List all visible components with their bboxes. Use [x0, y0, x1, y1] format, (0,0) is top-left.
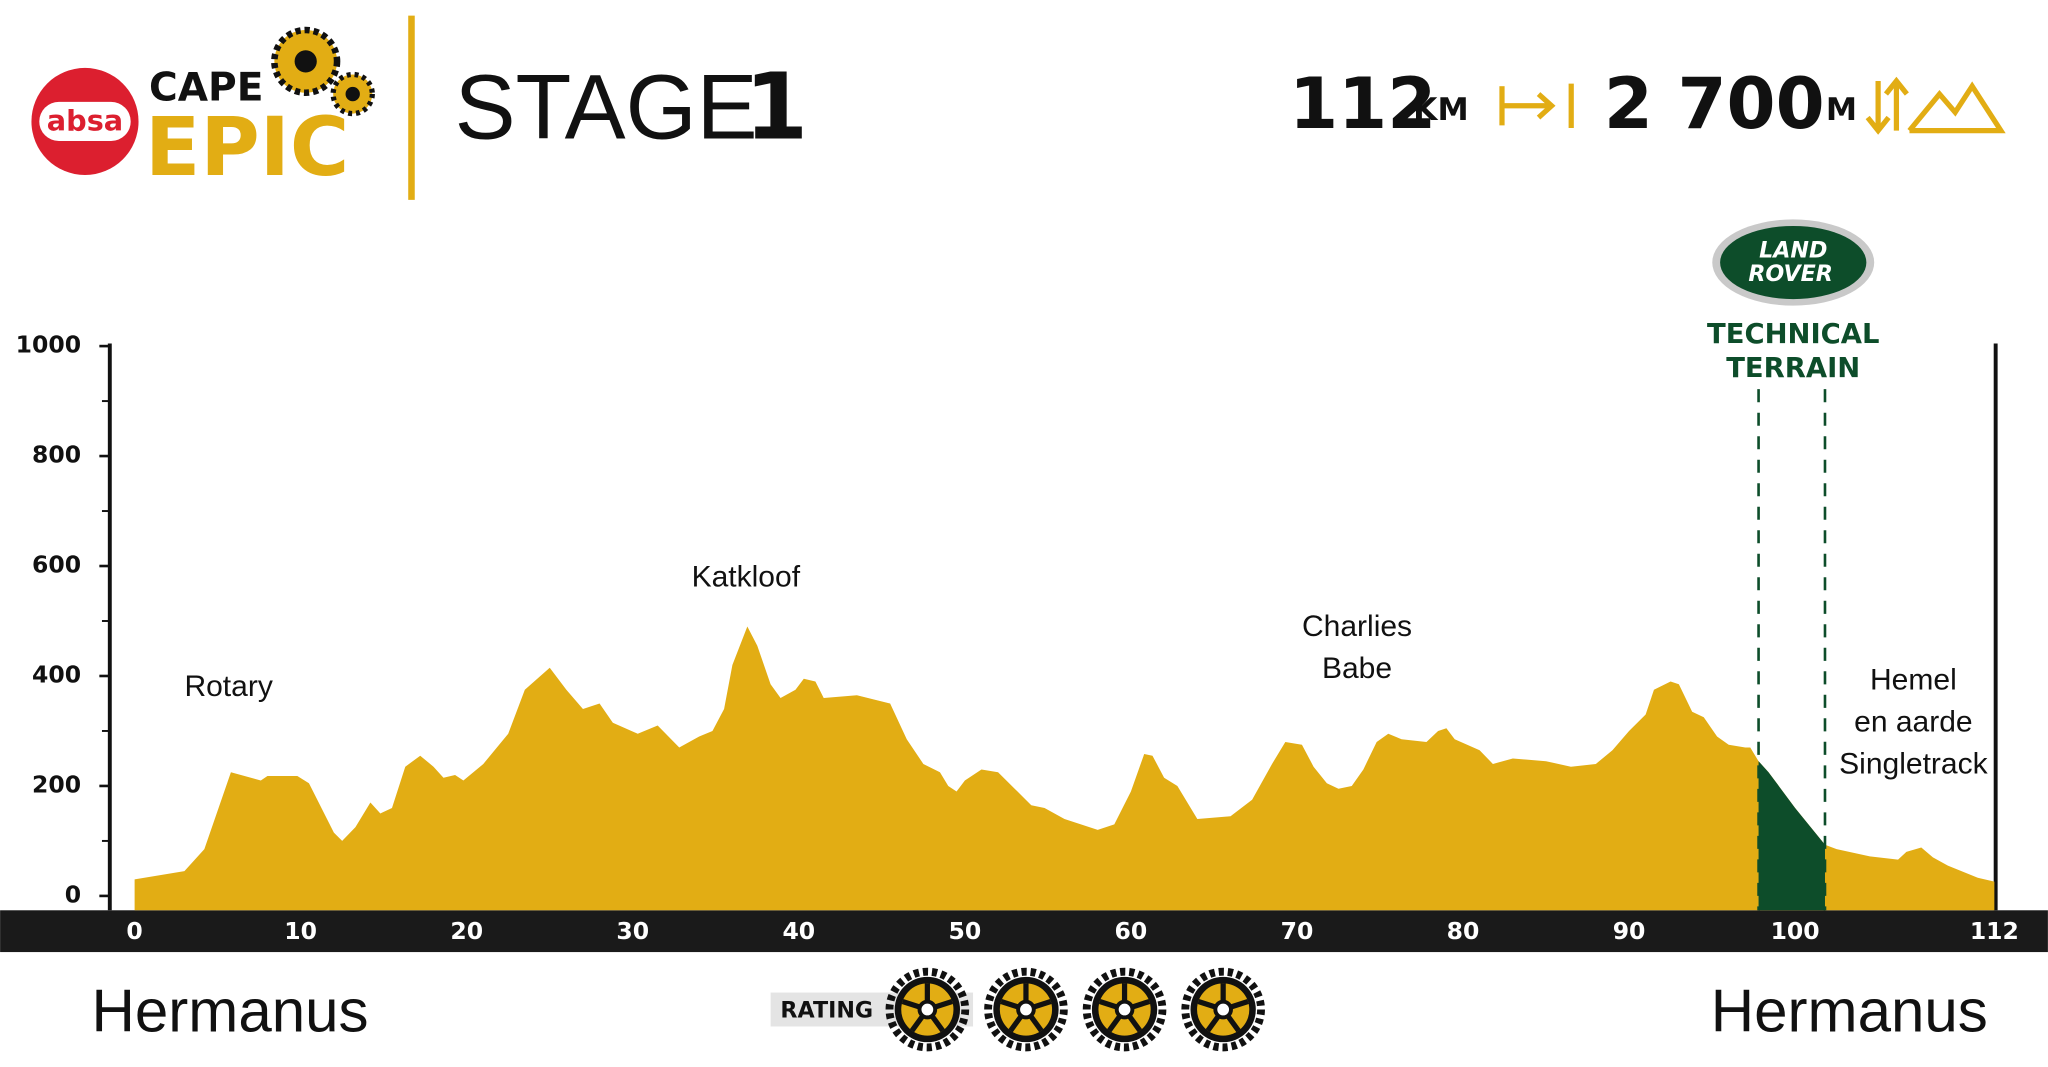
x-tick-label: 70 — [1281, 917, 1314, 945]
brand-bottom: EPIC — [145, 101, 349, 195]
y-tick-label: 800 — [32, 441, 81, 469]
climb-label: Hemel — [1870, 664, 1957, 697]
x-tick-label: 50 — [949, 917, 982, 945]
cog-teeth — [1082, 967, 1167, 1052]
distance-unit: KM — [1413, 92, 1468, 128]
x-axis-band — [0, 910, 2048, 953]
distance-icon — [1499, 83, 1574, 128]
cog-teeth — [984, 967, 1068, 1052]
rating-cog — [1181, 967, 1265, 1052]
climbing-unit: M — [1826, 92, 1857, 128]
x-tick-label: 112 — [1970, 917, 2019, 945]
x-tick-label: 60 — [1115, 917, 1148, 945]
rating-cog — [1082, 967, 1167, 1052]
stage-number: 1 — [745, 53, 809, 160]
technical-terrain-label: TECHNICAL — [1707, 319, 1879, 350]
gears — [271, 26, 375, 117]
cog-hub — [917, 999, 938, 1020]
stage-word: STAGE — [455, 56, 758, 158]
climb-label: Charlies — [1302, 610, 1412, 643]
technical-terrain-area — [1758, 761, 1825, 911]
y-tick-label: 200 — [32, 770, 81, 798]
x-tick-label: 0 — [126, 917, 142, 945]
climbing: 2 700 — [1604, 63, 1825, 145]
y-tick-label: 1000 — [16, 331, 81, 359]
x-tick-label: 30 — [616, 917, 649, 945]
cog-hub — [1213, 999, 1233, 1020]
brand-top: CAPE — [149, 66, 263, 111]
sponsor-oval — [1720, 225, 1867, 300]
technical-terrain-label: TERRAIN — [1726, 353, 1860, 384]
climb-label: en aarde — [1854, 705, 1973, 738]
y-tick-label: 0 — [65, 880, 81, 908]
y-tick-label: 600 — [32, 551, 81, 579]
rating-cog — [984, 967, 1068, 1052]
cog-teeth — [885, 967, 970, 1052]
rating-cog — [885, 967, 970, 1052]
absa-text: absa — [47, 104, 123, 138]
climb-label: Katkloof — [692, 560, 801, 593]
elevation-area — [134, 626, 1995, 911]
start-town: Hermanus — [92, 978, 369, 1045]
cog-hub — [1114, 999, 1135, 1020]
x-tick-label: 100 — [1771, 917, 1820, 945]
x-tick-label: 40 — [782, 917, 815, 945]
sponsor-text: ROVER — [1748, 261, 1833, 287]
y-tick-label: 400 — [32, 660, 81, 688]
x-tick-label: 90 — [1613, 917, 1646, 945]
x-tick-label: 80 — [1447, 917, 1480, 945]
climb-label: Singletrack — [1839, 747, 1988, 780]
x-tick-label: 20 — [450, 917, 483, 945]
distance: 112 — [1289, 63, 1436, 145]
climb-label: Rotary — [184, 670, 272, 703]
finish-town: Hermanus — [1711, 978, 1988, 1045]
cog-teeth — [1181, 967, 1265, 1052]
cog-hub — [1016, 999, 1036, 1020]
absa-pill — [39, 101, 131, 142]
climb-label: Babe — [1322, 652, 1392, 685]
sponsor-text: LAND — [1759, 237, 1827, 263]
x-tick-label: 10 — [284, 917, 317, 945]
climbing-icon — [1865, 76, 2006, 135]
rating-label: RATING — [780, 997, 873, 1023]
